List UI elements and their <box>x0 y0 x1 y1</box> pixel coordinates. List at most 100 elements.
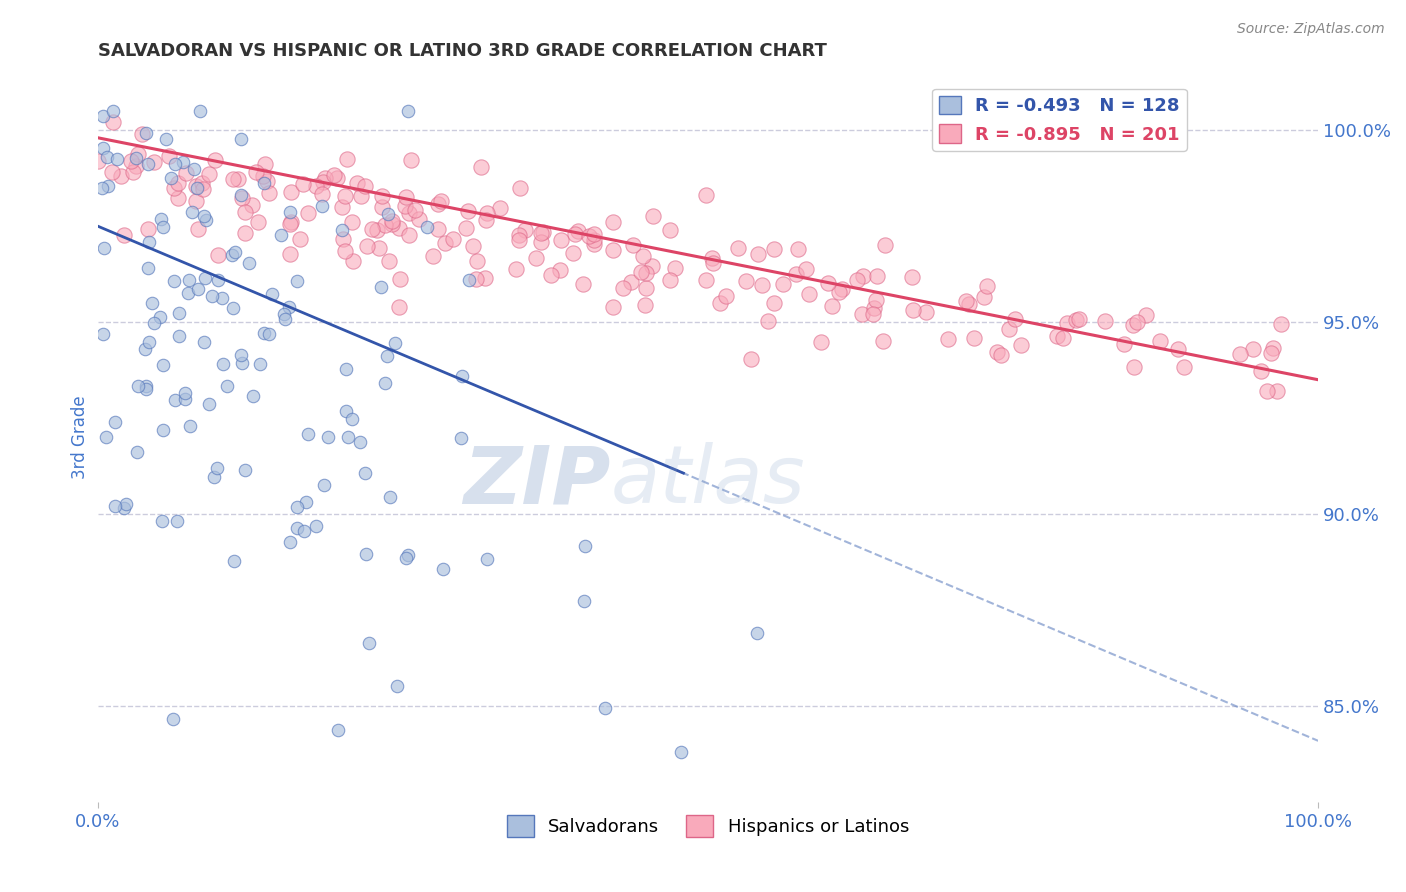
Point <box>714 289 737 303</box>
Point <box>846 273 869 287</box>
Point <box>207 272 229 286</box>
Point <box>530 226 553 240</box>
Point <box>278 534 301 549</box>
Point <box>222 301 245 315</box>
Point <box>201 289 224 303</box>
Point <box>505 262 527 277</box>
Point <box>763 242 786 256</box>
Point <box>231 356 253 370</box>
Point <box>796 262 818 277</box>
Point <box>936 333 959 347</box>
Point <box>398 206 420 220</box>
Point <box>222 554 245 568</box>
Point <box>564 227 586 241</box>
Point <box>278 204 301 219</box>
Point <box>643 209 665 223</box>
Point <box>191 182 214 196</box>
Point <box>1256 384 1278 399</box>
Point <box>1135 308 1157 322</box>
Point <box>1004 311 1026 326</box>
Point <box>152 358 174 372</box>
Point <box>291 177 314 191</box>
Point <box>311 187 333 202</box>
Point <box>326 723 349 737</box>
Y-axis label: 3rd Grade: 3rd Grade <box>72 395 89 479</box>
Point <box>873 238 896 252</box>
Point <box>157 149 180 163</box>
Point <box>377 253 399 268</box>
Point <box>395 190 418 204</box>
Point <box>461 239 484 253</box>
Point <box>252 169 274 183</box>
Point <box>1241 343 1264 357</box>
Point <box>387 679 409 693</box>
Point <box>370 279 392 293</box>
Point <box>709 296 731 310</box>
Point <box>602 244 624 258</box>
Point <box>695 273 717 287</box>
Point <box>1270 317 1292 331</box>
Point <box>631 249 654 263</box>
Point <box>810 334 832 349</box>
Point <box>354 466 377 480</box>
Point <box>986 345 1008 359</box>
Point <box>915 305 938 319</box>
Point <box>91 109 114 123</box>
Point <box>831 282 853 296</box>
Point <box>388 221 411 235</box>
Point <box>249 357 271 371</box>
Point <box>91 141 114 155</box>
Point <box>1056 316 1078 330</box>
Point <box>1010 337 1032 351</box>
Point <box>231 132 253 146</box>
Point <box>166 514 188 528</box>
Point <box>740 352 762 367</box>
Point <box>1123 359 1146 374</box>
Point <box>367 241 389 255</box>
Point <box>273 307 295 321</box>
Text: Source: ZipAtlas.com: Source: ZipAtlas.com <box>1237 22 1385 37</box>
Point <box>634 298 657 312</box>
Point <box>136 156 159 170</box>
Point <box>155 132 177 146</box>
Point <box>458 273 481 287</box>
Point <box>422 249 444 263</box>
Point <box>350 189 373 203</box>
Point <box>193 210 215 224</box>
Point <box>233 226 256 240</box>
Point <box>700 251 723 265</box>
Point <box>221 247 243 261</box>
Point <box>90 181 112 195</box>
Point <box>1173 359 1195 374</box>
Point <box>294 495 316 509</box>
Point <box>371 189 394 203</box>
Point <box>582 227 605 242</box>
Point <box>489 201 512 215</box>
Point <box>727 241 749 255</box>
Point <box>104 499 127 513</box>
Point <box>671 745 693 759</box>
Point <box>100 165 122 179</box>
Point <box>292 524 315 539</box>
Point <box>181 205 204 219</box>
Point <box>162 712 184 726</box>
Point <box>233 205 256 219</box>
Point <box>167 329 190 343</box>
Point <box>1122 318 1144 332</box>
Point <box>548 263 571 277</box>
Point <box>1229 347 1251 361</box>
Point <box>138 235 160 249</box>
Point <box>374 218 396 232</box>
Point <box>240 198 263 212</box>
Point <box>354 547 377 561</box>
Point <box>515 223 537 237</box>
Point <box>374 376 396 390</box>
Point <box>475 212 498 227</box>
Point <box>450 431 472 445</box>
Point <box>101 103 124 118</box>
Point <box>149 310 172 324</box>
Point <box>305 179 328 194</box>
Point <box>101 115 124 129</box>
Point <box>574 539 596 553</box>
Point <box>612 280 634 294</box>
